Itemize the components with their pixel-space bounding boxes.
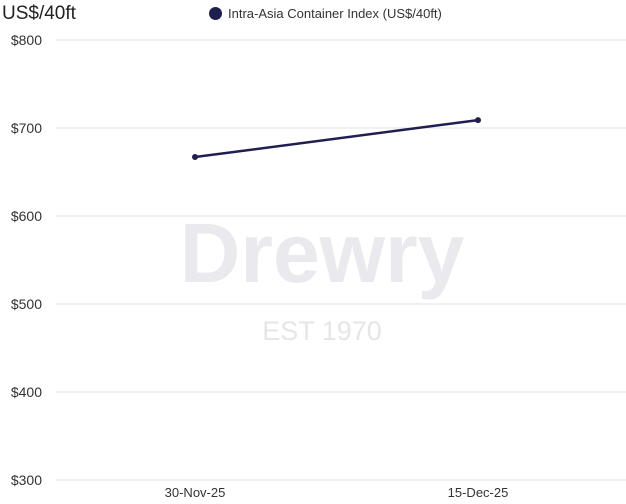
y-tick-label: $300 <box>11 472 42 488</box>
y-axis-unit-label: US$/40ft <box>2 3 76 24</box>
x-tick-label: 30-Nov-25 <box>165 485 226 500</box>
y-tick-label: $500 <box>11 296 42 312</box>
watermark-brand: Drewry <box>180 206 465 300</box>
legend: Intra-Asia Container Index (US$/40ft) <box>209 6 442 21</box>
legend-label: Intra-Asia Container Index (US$/40ft) <box>228 6 442 21</box>
y-tick-label: $700 <box>11 120 42 136</box>
data-point <box>192 154 198 161</box>
series-line <box>194 118 479 159</box>
y-tick-label: $400 <box>11 384 42 400</box>
y-tick-label: $800 <box>11 32 42 48</box>
watermark-tagline: EST 1970 <box>262 316 382 346</box>
y-tick-label: $600 <box>11 208 42 224</box>
legend-marker <box>209 7 222 20</box>
data-point <box>475 117 481 124</box>
x-tick-label: 15-Dec-25 <box>448 485 509 500</box>
